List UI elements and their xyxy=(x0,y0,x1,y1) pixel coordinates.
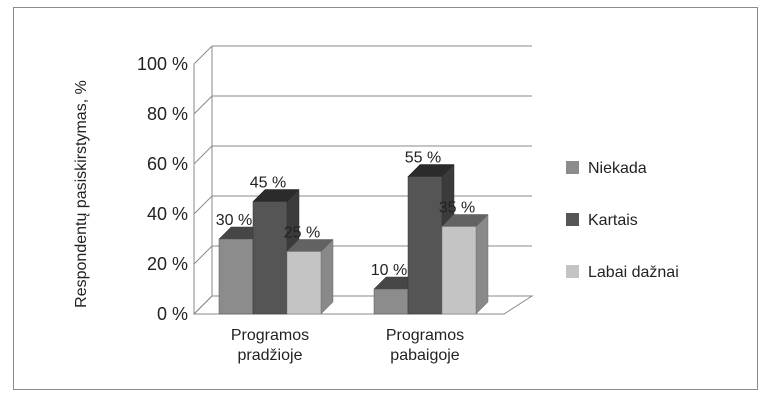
data-label: 55 % xyxy=(405,150,441,167)
bar xyxy=(286,251,322,315)
legend-swatch xyxy=(566,161,579,174)
legend-label: Kartais xyxy=(588,212,638,229)
bar xyxy=(441,226,477,315)
gridline-side xyxy=(193,195,213,215)
legend-label: Niekada xyxy=(588,160,647,177)
data-label: 10 % xyxy=(371,262,407,279)
legend-swatch xyxy=(566,265,579,278)
y-tick-label: 80 % xyxy=(147,104,188,124)
y-tick-label: 0 % xyxy=(157,304,188,324)
data-label: 25 % xyxy=(284,225,320,242)
data-label: 35 % xyxy=(439,200,475,217)
y-tick-label: 60 % xyxy=(147,154,188,174)
y-axis-title: Respondentų pasiskirstymas, % xyxy=(73,80,90,308)
chart-svg: 0 % 20 % 40 % 60 % 80 % 100 % Respondentų pasi… xyxy=(73,45,679,364)
y-tick-label: 20 % xyxy=(147,254,188,274)
gridline-side xyxy=(193,95,213,115)
gridline-side xyxy=(193,45,213,65)
category-label: pradžioje xyxy=(238,347,303,364)
bar xyxy=(218,238,254,315)
y-tick-label: 100 % xyxy=(137,54,188,74)
category-label: pabaigoje xyxy=(390,347,460,364)
bar xyxy=(252,201,288,315)
category-label: Programos xyxy=(386,327,464,344)
bar-side xyxy=(320,238,334,315)
legend-label: Labai dažnai xyxy=(588,264,679,281)
gridline-side xyxy=(193,245,213,265)
gridline-side xyxy=(193,145,213,165)
legend-swatch xyxy=(566,213,579,226)
data-label: 45 % xyxy=(250,175,286,192)
category-label: Programos xyxy=(231,327,309,344)
data-label: 30 % xyxy=(216,212,252,229)
bar-side xyxy=(475,213,489,315)
y-tick-label: 40 % xyxy=(147,204,188,224)
bar xyxy=(407,176,443,315)
chart-frame: 0 % 20 % 40 % 60 % 80 % 100 % Respondentų pasi… xyxy=(13,7,758,390)
bar xyxy=(373,288,409,315)
